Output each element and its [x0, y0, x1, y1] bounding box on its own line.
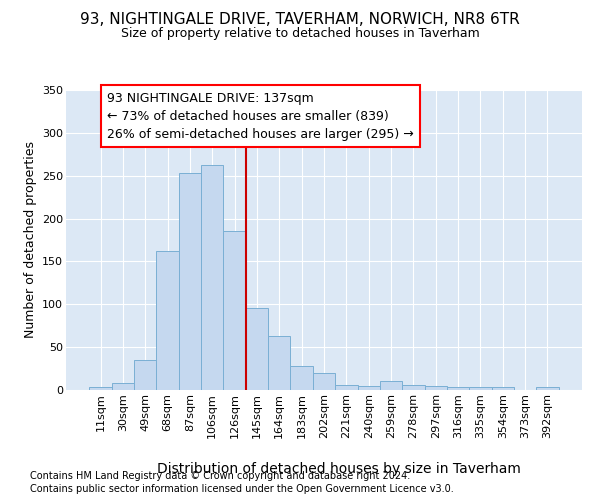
Text: Contains HM Land Registry data © Crown copyright and database right 2024.: Contains HM Land Registry data © Crown c… [30, 471, 410, 481]
Bar [313, 373, 335, 390]
Bar [223, 232, 246, 390]
Text: 93 NIGHTINGALE DRIVE: 137sqm
← 73% of detached houses are smaller (839)
26% of s: 93 NIGHTINGALE DRIVE: 137sqm ← 73% of de… [107, 92, 414, 140]
Bar [358, 386, 380, 390]
Bar [290, 366, 313, 390]
Text: 93, NIGHTINGALE DRIVE, TAVERHAM, NORWICH, NR8 6TR: 93, NIGHTINGALE DRIVE, TAVERHAM, NORWICH… [80, 12, 520, 28]
Bar [469, 388, 491, 390]
Bar [335, 385, 358, 390]
Text: Contains public sector information licensed under the Open Government Licence v3: Contains public sector information licen… [30, 484, 454, 494]
Bar [268, 336, 290, 390]
Bar [491, 388, 514, 390]
Bar [179, 173, 201, 390]
Text: Distribution of detached houses by size in Taverham: Distribution of detached houses by size … [157, 462, 521, 476]
Bar [134, 360, 157, 390]
Bar [380, 382, 402, 390]
Bar [425, 386, 447, 390]
Text: Size of property relative to detached houses in Taverham: Size of property relative to detached ho… [121, 28, 479, 40]
Y-axis label: Number of detached properties: Number of detached properties [23, 142, 37, 338]
Bar [157, 251, 179, 390]
Bar [112, 383, 134, 390]
Bar [402, 385, 425, 390]
Bar [201, 166, 223, 390]
Bar [246, 308, 268, 390]
Bar [447, 386, 469, 390]
Bar [89, 388, 112, 390]
Bar [536, 386, 559, 390]
